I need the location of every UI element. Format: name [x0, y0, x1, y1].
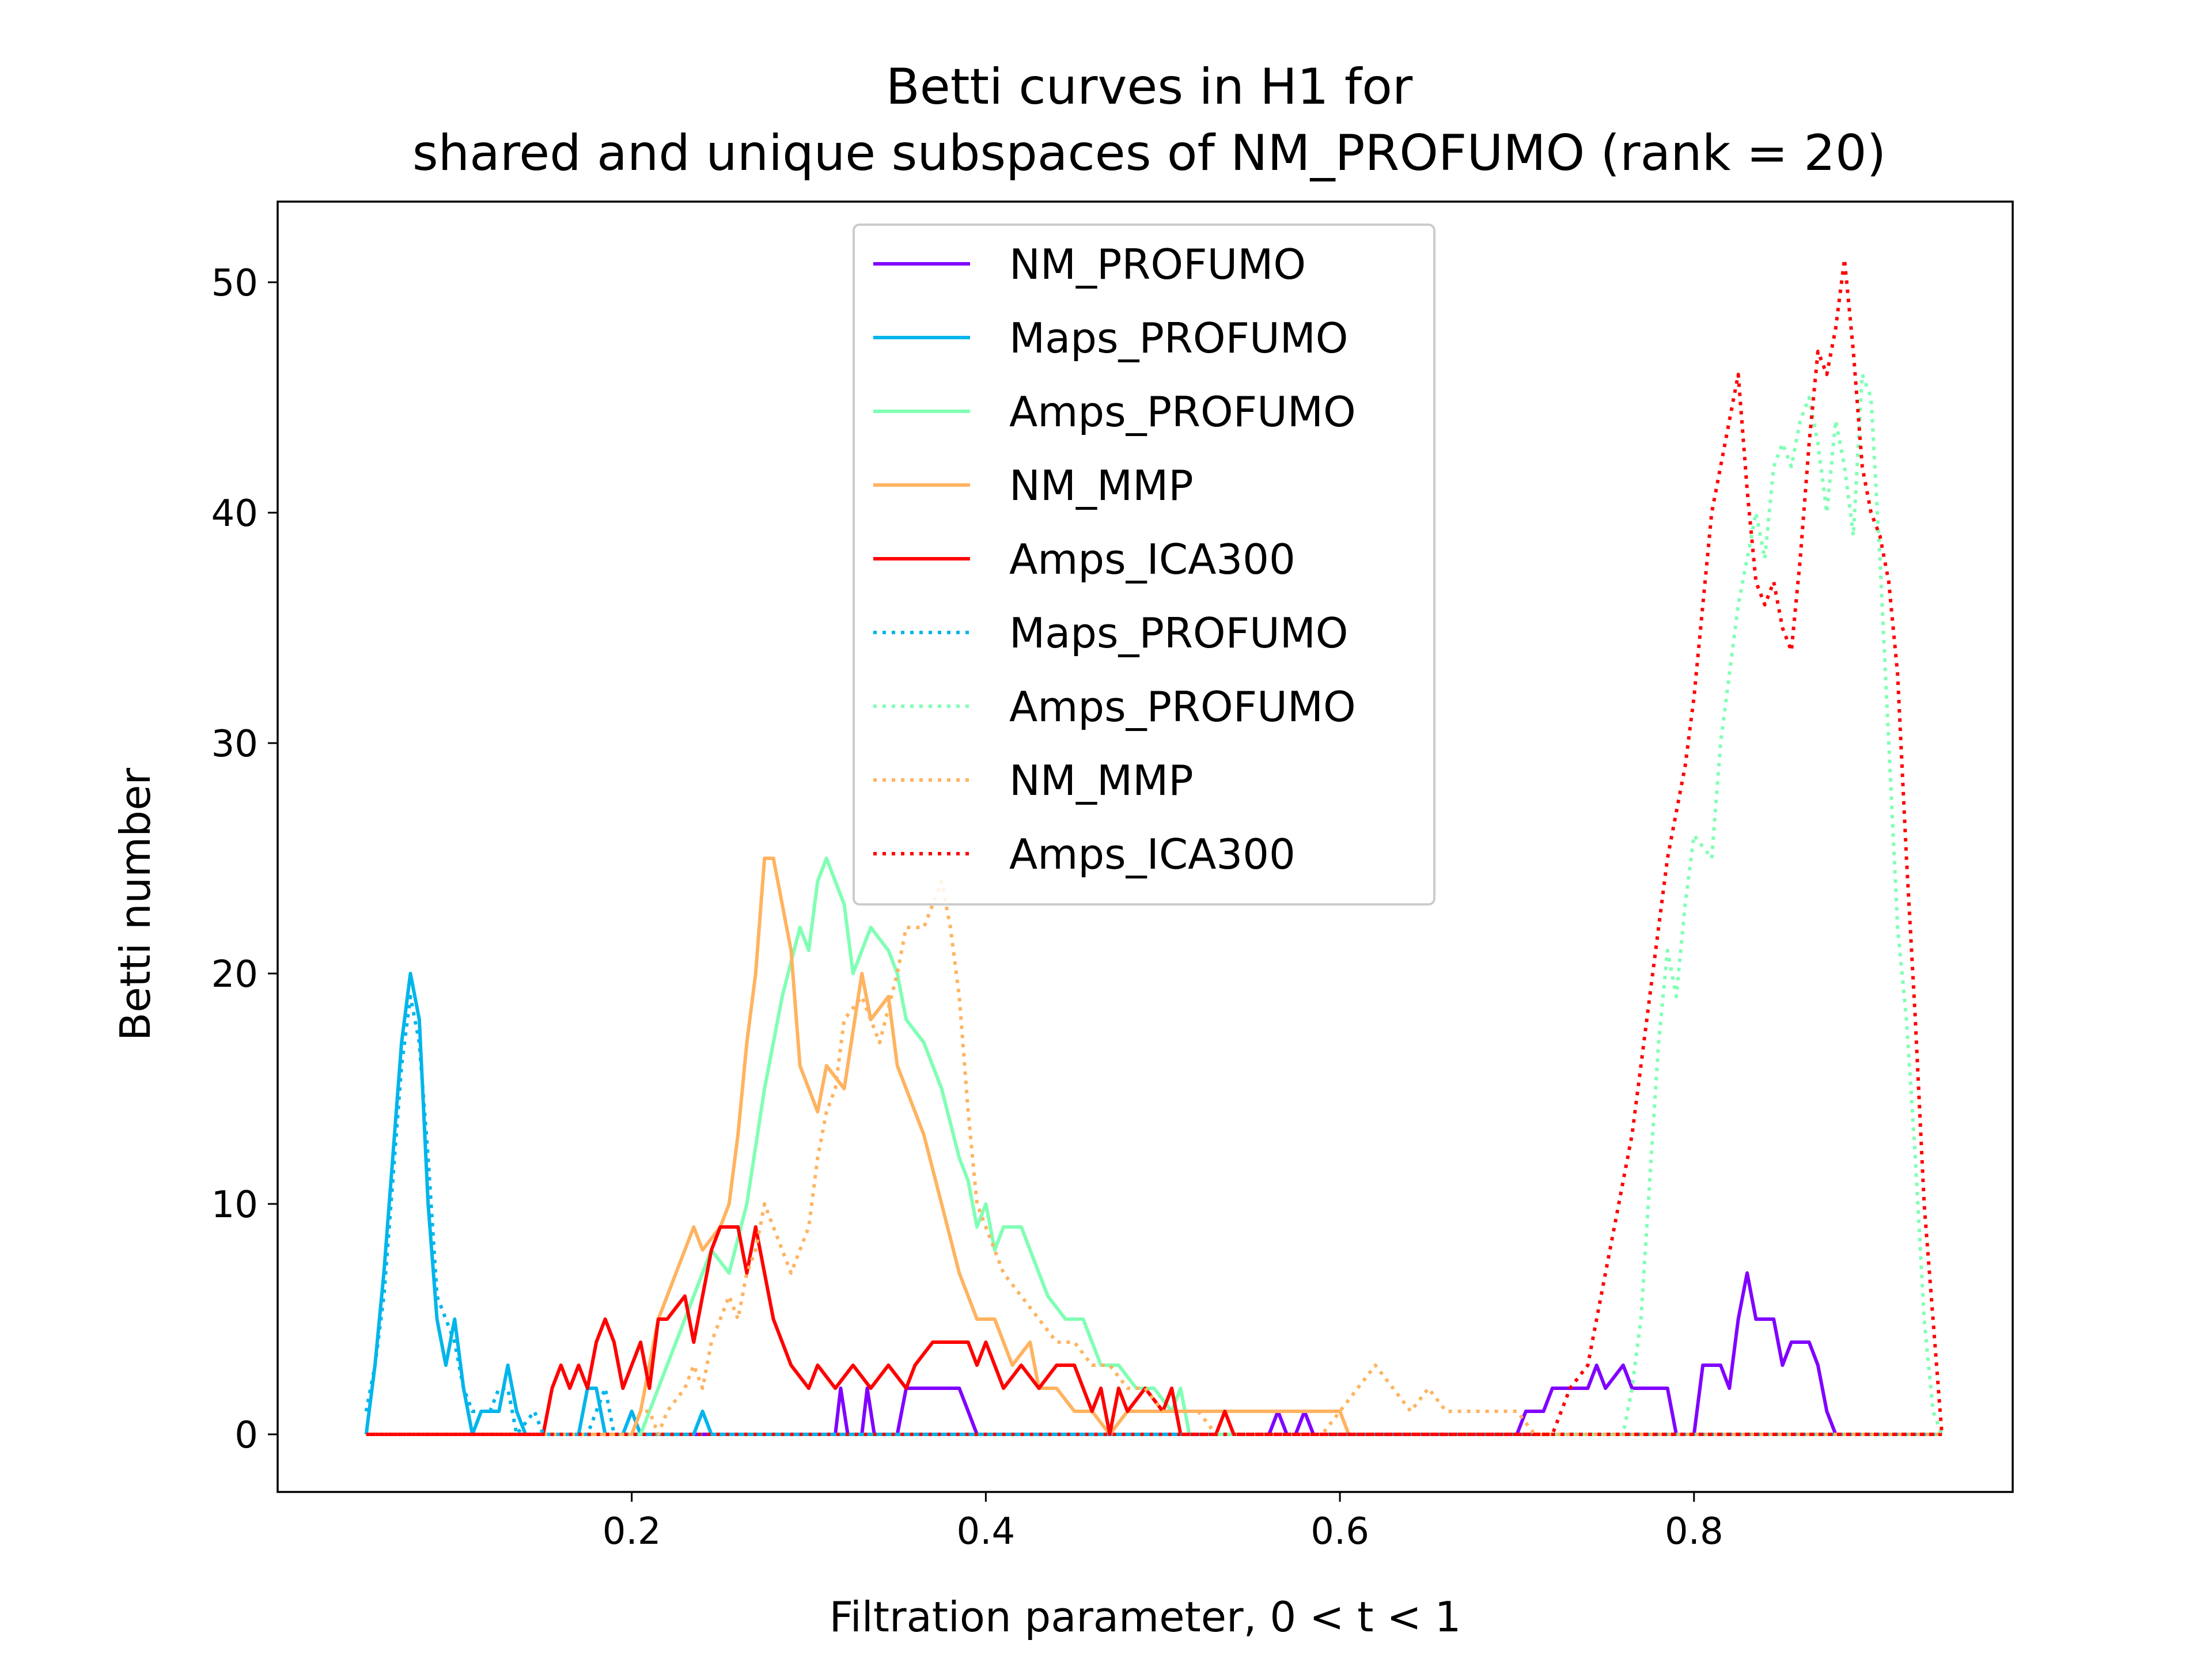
- y-tick-label: 40: [211, 493, 258, 535]
- legend-label: Amps_ICA300: [1009, 535, 1296, 584]
- legend-box: [853, 224, 1435, 906]
- x-axis-label: Filtration parameter, 0 < t < 1: [830, 1593, 1461, 1641]
- legend: NM_PROFUMO Maps_PROFUMO Amps_PROFUMO NM_MMP…: [853, 224, 1435, 906]
- legend-label: Maps_PROFUMO: [1009, 609, 1348, 657]
- legend-label: Amps_PROFUMO: [1009, 683, 1356, 731]
- tick-layer: 0.2 0.4 0.6 0.8 0 10 20 30 40 50: [211, 262, 1724, 1553]
- legend-label: NM_MMP: [1009, 756, 1194, 805]
- y-tick-label: 30: [211, 723, 258, 766]
- series-layer: [364, 257, 1944, 1436]
- plot-frame: [276, 200, 2014, 1493]
- series-line-amps-profumo-dotted: [366, 373, 1944, 1436]
- y-axis-label: Betti number: [111, 768, 160, 1041]
- series-line-amps-ica300-dotted: [366, 257, 1944, 1436]
- x-tick-label: 0.6: [1310, 1510, 1369, 1553]
- chart-title-line-1: Betti curves in H1 for: [886, 58, 1413, 116]
- legend-label: Amps_PROFUMO: [1009, 388, 1356, 436]
- chart-title-line-2: shared and unique subspaces of NM_PROFUM…: [412, 124, 1886, 182]
- x-tick-label: 0.8: [1665, 1510, 1724, 1553]
- series-line-nm-mmp-solid: [366, 857, 1942, 1436]
- legend-label: Amps_ICA300: [1009, 830, 1296, 878]
- x-tick-label: 0.2: [603, 1510, 661, 1553]
- legend-label: NM_MMP: [1009, 461, 1194, 510]
- x-tick-label: 0.4: [956, 1510, 1015, 1553]
- y-tick-label: 20: [211, 953, 258, 996]
- series-line-amps-ica300-solid: [366, 1225, 1942, 1436]
- y-tick-label: 50: [211, 262, 258, 305]
- y-tick-label: 10: [211, 1184, 258, 1226]
- series-line-maps-profumo-solid: [364, 972, 1942, 1436]
- legend-label: NM_PROFUMO: [1009, 240, 1306, 289]
- y-tick-label: 0: [234, 1414, 258, 1457]
- legend-label: Maps_PROFUMO: [1009, 314, 1348, 362]
